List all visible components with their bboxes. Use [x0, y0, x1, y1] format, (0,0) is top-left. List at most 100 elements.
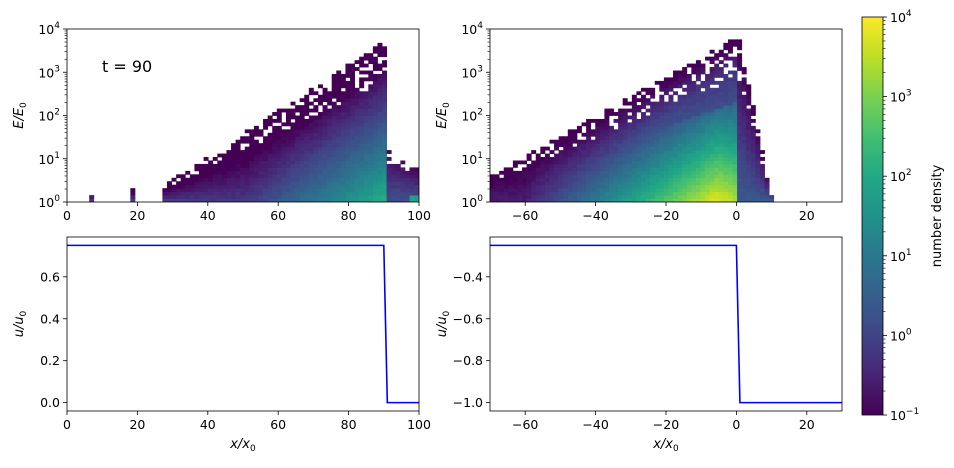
heatmap-cell: [345, 84, 351, 89]
heatmap-cell: [659, 129, 665, 134]
heatmap-cell: [659, 136, 665, 141]
heatmap-cell: [599, 122, 605, 127]
heatmap-cell: [359, 136, 365, 141]
heatmap-cell: [382, 70, 388, 75]
heatmap-cell: [290, 177, 296, 182]
heatmap-cell: [512, 181, 518, 186]
heatmap-cell: [244, 139, 250, 144]
heatmap-cell: [526, 174, 532, 179]
heatmap-cell: [544, 191, 550, 196]
heatmap-cell: [276, 195, 282, 199]
heatmap-cell: [741, 143, 747, 148]
heatmap-cell: [549, 184, 555, 189]
heatmap-cell: [618, 191, 624, 196]
heatmap-cell: [226, 174, 232, 179]
heatmap-cell: [645, 129, 651, 134]
heatmap-cell: [540, 198, 546, 202]
heatmap-cell: [331, 80, 337, 85]
heatmap-cell: [700, 153, 706, 158]
heatmap-cell: [386, 177, 392, 182]
heatmap-cell: [276, 170, 282, 175]
heatmap-cell: [700, 191, 706, 196]
heatmap-cell: [641, 136, 646, 141]
heatmap-cell: [741, 177, 747, 182]
heatmap-cell: [695, 129, 701, 134]
heatmap-cell: [194, 198, 200, 202]
heatmap-cell: [327, 108, 333, 113]
heatmap-cell: [737, 198, 743, 202]
heatmap-cell: [682, 157, 688, 161]
heatmap-cell: [563, 177, 569, 182]
heatmap-cell: [741, 181, 747, 186]
heatmap-cell: [212, 198, 218, 202]
heatmap-cell: [327, 112, 333, 116]
heatmap-cell: [705, 136, 711, 141]
heatmap-cell: [750, 191, 756, 196]
heatmap-cell: [267, 143, 273, 148]
heatmap-cell: [727, 115, 733, 120]
heatmap-cell: [608, 184, 614, 189]
heatmap-cell: [331, 108, 337, 113]
heatmap-cell: [641, 146, 646, 151]
heatmap-cell: [540, 181, 546, 186]
heatmap-cell: [567, 160, 573, 165]
heatmap-cell: [368, 132, 374, 137]
heatmap-cell: [231, 167, 237, 172]
heatmap-cell: [263, 174, 269, 179]
heatmap-cell: [677, 184, 683, 189]
heatmap-cell: [746, 146, 752, 151]
heatmap-cell: [641, 98, 646, 103]
heatmap-cell: [613, 198, 619, 202]
heatmap-cell: [331, 129, 337, 134]
heatmap-cell: [659, 174, 665, 179]
heatmap-cell: [531, 150, 537, 154]
heatmap-cell: [769, 195, 775, 199]
heatmap-cell: [595, 129, 601, 134]
heatmap-cell: [604, 139, 610, 144]
heatmap-cell: [732, 39, 738, 44]
heatmap-cell: [194, 195, 200, 199]
heatmap-cell: [544, 170, 550, 175]
heatmap-cell: [622, 174, 628, 179]
heatmap-cell: [705, 91, 711, 96]
heatmap-cell: [372, 73, 378, 78]
heatmap-cell: [723, 118, 729, 123]
heatmap-cell: [622, 188, 628, 193]
heatmap-cell: [290, 191, 296, 196]
heatmap-cell: [723, 63, 729, 68]
heatmap-cell: [336, 143, 342, 148]
heatmap-cell: [622, 129, 628, 134]
heatmap-cell: [340, 112, 346, 116]
heatmap-cell: [723, 94, 729, 99]
heatmap-cell: [317, 177, 323, 182]
heatmap-cell: [281, 195, 287, 199]
heatmap-cell: [727, 101, 733, 106]
heatmap-cell: [586, 132, 592, 137]
heatmap-cell: [677, 174, 683, 179]
heatmap-cell: [240, 177, 246, 182]
heatmap-cell: [345, 98, 351, 103]
heatmap-cell: [636, 195, 642, 199]
heatmap-cell: [299, 191, 305, 196]
heatmap-cell: [750, 118, 756, 123]
heatmap-cell: [308, 191, 314, 196]
heatmap-cell: [572, 188, 578, 193]
heatmap-cell: [221, 195, 227, 199]
heatmap-cell: [544, 184, 550, 189]
heatmap-cell: [299, 129, 305, 134]
heatmap-cell: [354, 167, 360, 172]
heatmap-cell: [631, 184, 637, 189]
heatmap-cell: [764, 181, 770, 186]
heatmap-cell: [340, 195, 346, 199]
heatmap-cell: [746, 181, 752, 186]
heatmap-cell: [723, 160, 729, 165]
heatmap-cell: [372, 87, 378, 92]
heatmap-cell: [732, 191, 738, 196]
heatmap-cell: [382, 101, 388, 106]
heatmap-cell: [549, 150, 555, 154]
heatmap-cell: [622, 98, 628, 103]
heatmap-cell: [372, 146, 378, 151]
heatmap-cell: [304, 143, 310, 148]
heatmap-cell: [650, 108, 656, 113]
heatmap-cell: [263, 160, 269, 165]
